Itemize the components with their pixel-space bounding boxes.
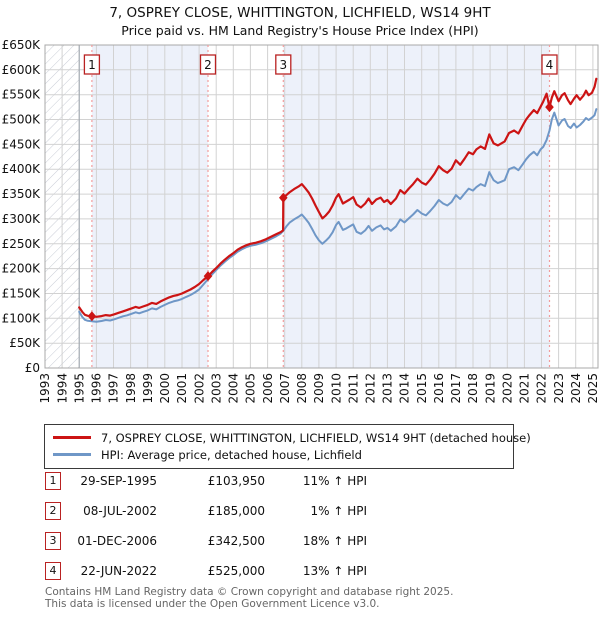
hpi-line-swatch [53,453,91,456]
svg-text:2013: 2013 [381,373,395,404]
sale-number-badge: 2 [45,501,61,520]
svg-text:2020: 2020 [501,373,515,404]
legend-label-property: 7, OSPREY CLOSE, WHITTINGTON, LICHFIELD,… [101,430,531,445]
svg-text:£250K: £250K [2,237,42,251]
svg-text:£300K: £300K [2,212,42,226]
svg-text:1999: 1999 [141,373,155,404]
license-note: Contains HM Land Registry data © Crown c… [45,586,454,610]
svg-text:£350K: £350K [2,187,42,201]
page-subtitle: Price paid vs. HM Land Registry's House … [121,23,479,38]
sale-number-badge: 3 [45,531,61,550]
svg-text:2: 2 [204,58,212,72]
svg-text:3: 3 [279,58,287,72]
svg-text:2014: 2014 [398,373,412,404]
svg-text:1995: 1995 [72,373,86,404]
table-row: 3 01-DEC-2006 £342,500 18% ↑ HPI [45,531,367,550]
sale-price: £185,000 [207,503,265,518]
sale-vs-hpi: 11% ↑ HPI [302,473,367,488]
sale-date: 01-DEC-2006 [77,533,157,548]
svg-text:2025: 2025 [586,373,600,404]
sale-number-badge: 4 [45,561,61,580]
sale-vs-hpi: 1% ↑ HPI [310,503,367,518]
svg-text:£150K: £150K [2,287,42,301]
svg-text:£400K: £400K [2,162,42,176]
sale-price: £342,500 [207,533,265,548]
license-line-2: This data is licensed under the Open Gov… [45,597,380,610]
svg-text:2022: 2022 [535,373,549,404]
svg-text:1998: 1998 [124,373,138,404]
svg-text:2010: 2010 [329,373,343,404]
sale-date: 08-JUL-2002 [83,503,157,518]
svg-text:2004: 2004 [227,373,241,404]
property-line-swatch [53,436,91,439]
svg-text:£650K: £650K [2,38,42,52]
svg-text:2003: 2003 [209,373,223,404]
svg-text:2001: 2001 [175,373,189,404]
svg-text:£0: £0 [25,361,40,375]
sale-vs-hpi: 13% ↑ HPI [302,563,367,578]
table-row: 1 29-SEP-1995 £103,950 11% ↑ HPI [45,471,367,490]
sale-price: £103,950 [207,473,265,488]
svg-text:1993: 1993 [38,373,52,404]
svg-text:2023: 2023 [552,373,566,404]
svg-text:£550K: £550K [2,88,42,102]
svg-text:1994: 1994 [55,373,69,404]
svg-text:2002: 2002 [192,373,206,404]
svg-text:2008: 2008 [295,373,309,404]
chart-legend: 7, OSPREY CLOSE, WHITTINGTON, LICHFIELD,… [44,424,531,469]
svg-text:£600K: £600K [2,63,42,77]
svg-text:1: 1 [88,58,96,72]
svg-text:1996: 1996 [90,373,104,404]
sale-date: 22-JUN-2022 [80,563,157,578]
svg-text:4: 4 [546,58,554,72]
svg-text:£500K: £500K [2,113,42,127]
svg-text:£50K: £50K [9,336,41,350]
svg-text:2007: 2007 [278,373,292,404]
legend-item-property: 7, OSPREY CLOSE, WHITTINGTON, LICHFIELD,… [53,429,531,446]
svg-text:2011: 2011 [346,373,360,404]
legend-label-hpi: HPI: Average price, detached house, Lich… [101,447,362,462]
transactions-table: 1 29-SEP-1995 £103,950 11% ↑ HPI 2 08-JU… [45,471,367,592]
sale-number-badge: 1 [45,471,61,490]
svg-text:2009: 2009 [312,373,326,404]
svg-text:2000: 2000 [158,373,172,404]
svg-text:2015: 2015 [415,373,429,404]
svg-text:1997: 1997 [107,373,121,404]
sale-price: £525,000 [207,563,265,578]
page-title: 7, OSPREY CLOSE, WHITTINGTON, LICHFIELD,… [109,5,491,21]
table-row: 2 08-JUL-2002 £185,000 1% ↑ HPI [45,501,367,520]
svg-text:2006: 2006 [261,373,275,404]
svg-text:2019: 2019 [483,373,497,404]
sale-date: 29-SEP-1995 [80,473,157,488]
table-row: 4 22-JUN-2022 £525,000 13% ↑ HPI [45,561,367,580]
svg-text:2005: 2005 [244,373,258,404]
svg-text:2016: 2016 [432,373,446,404]
svg-text:£450K: £450K [2,137,42,151]
svg-text:2021: 2021 [518,373,532,404]
svg-text:£200K: £200K [2,262,42,276]
legend-item-hpi: HPI: Average price, detached house, Lich… [53,446,505,463]
svg-text:2012: 2012 [364,373,378,404]
price-history-chart: 1 2 3 4 £0 £50K £100K £150K £200K £250K £300K £350K… [2,38,600,404]
svg-text:£100K: £100K [2,311,42,325]
svg-text:2018: 2018 [466,373,480,404]
sale-vs-hpi: 18% ↑ HPI [302,533,367,548]
svg-text:2024: 2024 [569,373,583,404]
svg-text:2017: 2017 [449,373,463,404]
license-line-1: Contains HM Land Registry data © Crown c… [45,586,454,598]
